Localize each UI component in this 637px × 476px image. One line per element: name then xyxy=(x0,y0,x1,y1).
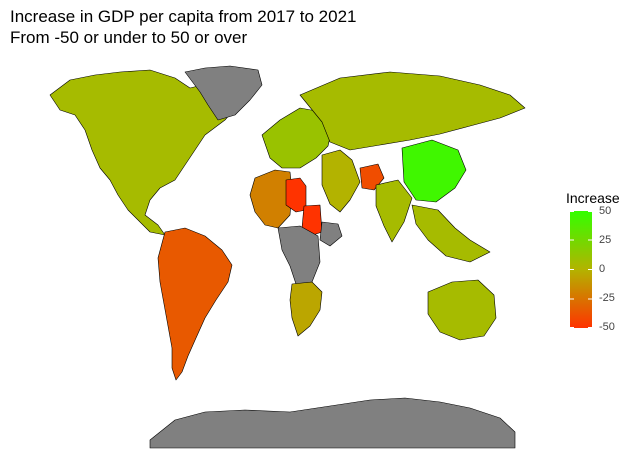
region-australia xyxy=(427,279,497,341)
region-afghanistan xyxy=(359,163,385,191)
region-china xyxy=(401,139,467,203)
legend-title: Increase xyxy=(566,190,620,206)
region-sudan xyxy=(301,204,323,237)
legend-tick: -25 xyxy=(599,292,615,304)
region-libya xyxy=(285,177,307,213)
legend-colorbar xyxy=(570,211,592,328)
region-antarctica xyxy=(149,397,516,449)
region-southern-africa xyxy=(289,281,323,337)
region-southeast-asia xyxy=(411,204,491,263)
region-india xyxy=(375,179,413,243)
chart-subtitle: From -50 or under to 50 or over xyxy=(10,28,248,47)
region-horn-of-africa xyxy=(319,221,343,247)
region-south-america xyxy=(157,227,233,381)
region-greenland xyxy=(184,65,263,121)
chart-title: Increase in GDP per capita from 2017 to … xyxy=(10,7,357,26)
legend-tick: 25 xyxy=(599,234,612,246)
region-russia xyxy=(299,71,526,151)
legend-tick: 0 xyxy=(599,263,606,275)
region-europe xyxy=(261,107,333,169)
region-middle-east xyxy=(321,149,361,213)
legend-tick: 50 xyxy=(599,205,612,217)
legend-tick: -50 xyxy=(599,321,615,333)
region-northwest-africa xyxy=(249,169,293,229)
title-block: Increase in GDP per capita from 2017 to … xyxy=(10,6,357,48)
region-north-america xyxy=(49,69,239,236)
region-central-africa xyxy=(277,225,321,285)
